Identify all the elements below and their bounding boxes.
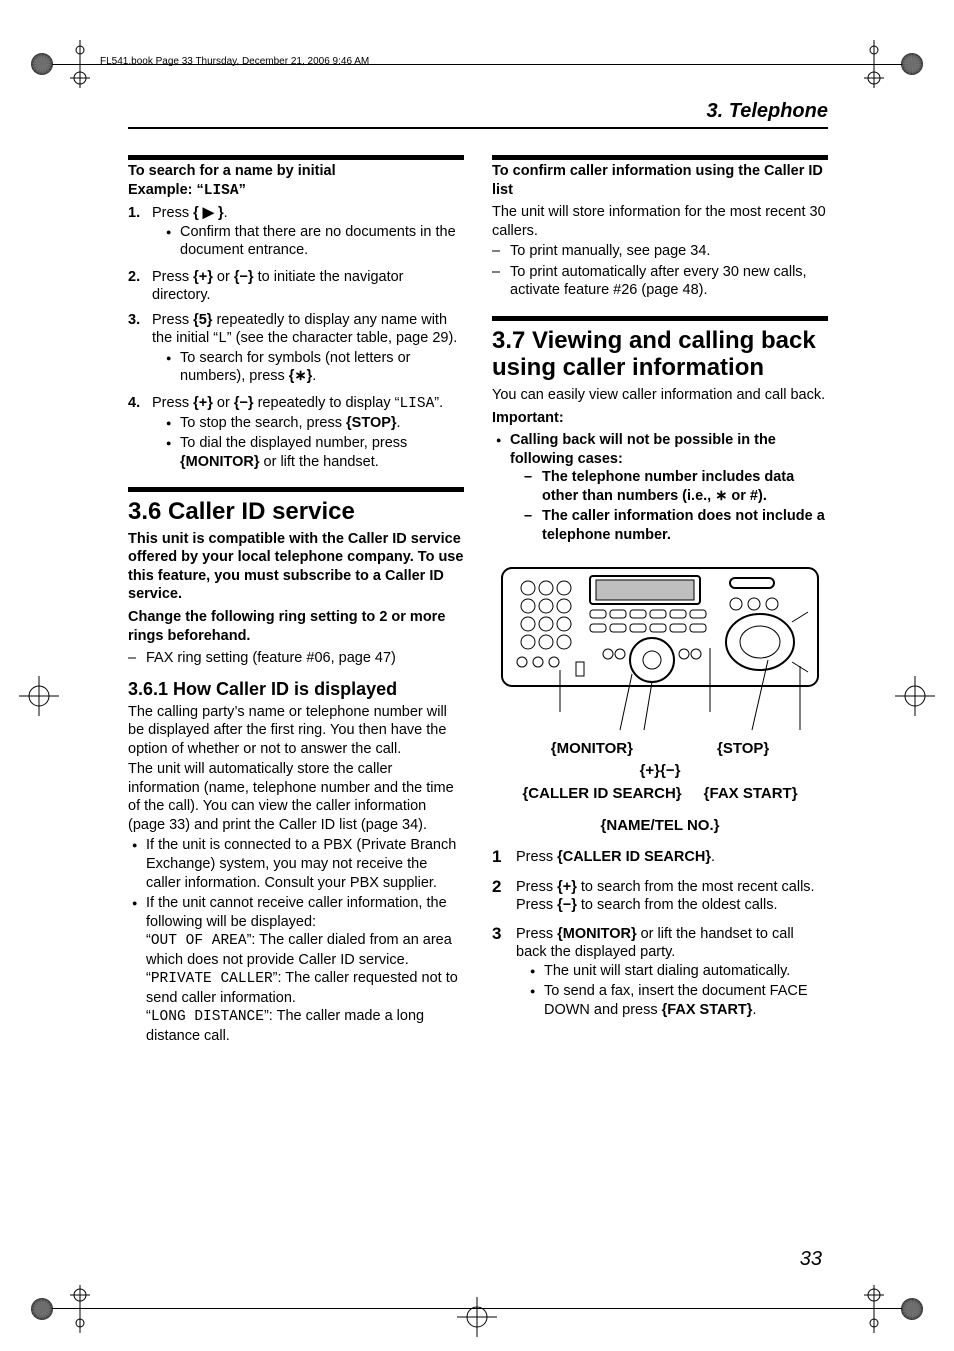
page-content: 3. Telephone To search for a name by ini… <box>128 100 828 1048</box>
doc-source-meta: FL541.book Page 33 Thursday, December 21… <box>100 56 369 67</box>
reg-ball <box>31 1298 53 1320</box>
callback-steps: 1 Press {CALLER ID SEARCH}. 2 Press {+} … <box>492 846 828 1022</box>
dash-item: To print manually, see page 34. <box>492 242 828 261</box>
body-text: Change the following ring setting to 2 o… <box>128 608 464 645</box>
label-nametel: {NAME/TEL NO.} <box>601 815 720 838</box>
right-column: To confirm caller information using the … <box>492 151 828 1048</box>
section-rule <box>128 487 464 492</box>
bullet: If the unit cannot receive caller inform… <box>132 894 464 1045</box>
bullet: Calling back will not be possible in the… <box>496 431 828 544</box>
dash-item: The telephone number includes data other… <box>524 468 828 505</box>
bullet: To dial the displayed number, press {MON… <box>166 434 464 471</box>
section-3-6-1: 3.6.1 How Caller ID is displayed <box>128 678 464 701</box>
reg-cross-icon <box>19 676 59 716</box>
section-3-7: 3.7 Viewing and calling back using calle… <box>492 327 828 382</box>
label-callerid: {CALLER ID SEARCH} <box>522 783 681 806</box>
reg-ball <box>31 53 53 75</box>
important-label: Important: <box>492 409 828 428</box>
page: FL541.book Page 33 Thursday, December 21… <box>0 0 954 1351</box>
bullet: The unit will start dialing automaticall… <box>530 962 828 981</box>
reg-ball <box>901 1298 923 1320</box>
page-number: 33 <box>800 1248 822 1271</box>
body-text: The unit will automatically store the ca… <box>128 760 464 834</box>
label-faxstart: {FAX START} <box>704 783 798 806</box>
bullet: To send a fax, insert the document FACE … <box>530 982 828 1019</box>
bullet: If the unit is connected to a PBX (Priva… <box>132 836 464 892</box>
device-illustration: {MONITOR} {STOP} {+}{−} {CALLER ID SEARC… <box>492 562 828 838</box>
bullet: To search for symbols (not letters or nu… <box>166 349 464 386</box>
reg-stub-icon <box>70 1285 90 1333</box>
bullet: Confirm that there are no documents in t… <box>166 223 464 260</box>
dash-item: FAX ring setting (feature #06, page 47) <box>128 649 464 668</box>
body-text: This unit is compatible with the Caller … <box>128 530 464 604</box>
reg-stub-icon <box>864 1285 884 1333</box>
reg-stub-icon <box>864 40 884 88</box>
label-plusminus: {+}{−} <box>640 760 681 783</box>
search-heading: To search for a name by initial Example:… <box>128 162 464 200</box>
body-text: The unit will store information for the … <box>492 203 828 240</box>
section-rule <box>128 155 464 160</box>
reg-cross-icon <box>895 676 935 716</box>
left-column: To search for a name by initial Example:… <box>128 151 464 1048</box>
chapter-title: 3. Telephone <box>128 100 828 123</box>
dash-item: The caller information does not include … <box>524 507 828 544</box>
reg-stub-icon <box>70 40 90 88</box>
body-text: You can easily view caller information a… <box>492 386 828 405</box>
section-rule <box>492 155 828 160</box>
label-monitor: {MONITOR} <box>551 738 633 761</box>
dash-item: To print automatically after every 30 ne… <box>492 263 828 300</box>
reg-ball <box>901 53 923 75</box>
reg-cross-icon <box>457 1297 497 1337</box>
section-3-6: 3.6 Caller ID service <box>128 498 464 526</box>
confirm-heading: To confirm caller information using the … <box>492 162 828 199</box>
device-labels: {MONITOR} {STOP} {+}{−} {CALLER ID SEARC… <box>492 738 828 838</box>
body-text: The calling party’s name or telephone nu… <box>128 703 464 759</box>
bullet: To stop the search, press {STOP}. <box>166 414 464 433</box>
search-steps: 1. Press { ▶ }. Confirm that there are n… <box>128 204 464 473</box>
chapter-rule <box>128 127 828 129</box>
section-rule <box>492 316 828 321</box>
label-stop: {STOP} <box>717 738 769 761</box>
